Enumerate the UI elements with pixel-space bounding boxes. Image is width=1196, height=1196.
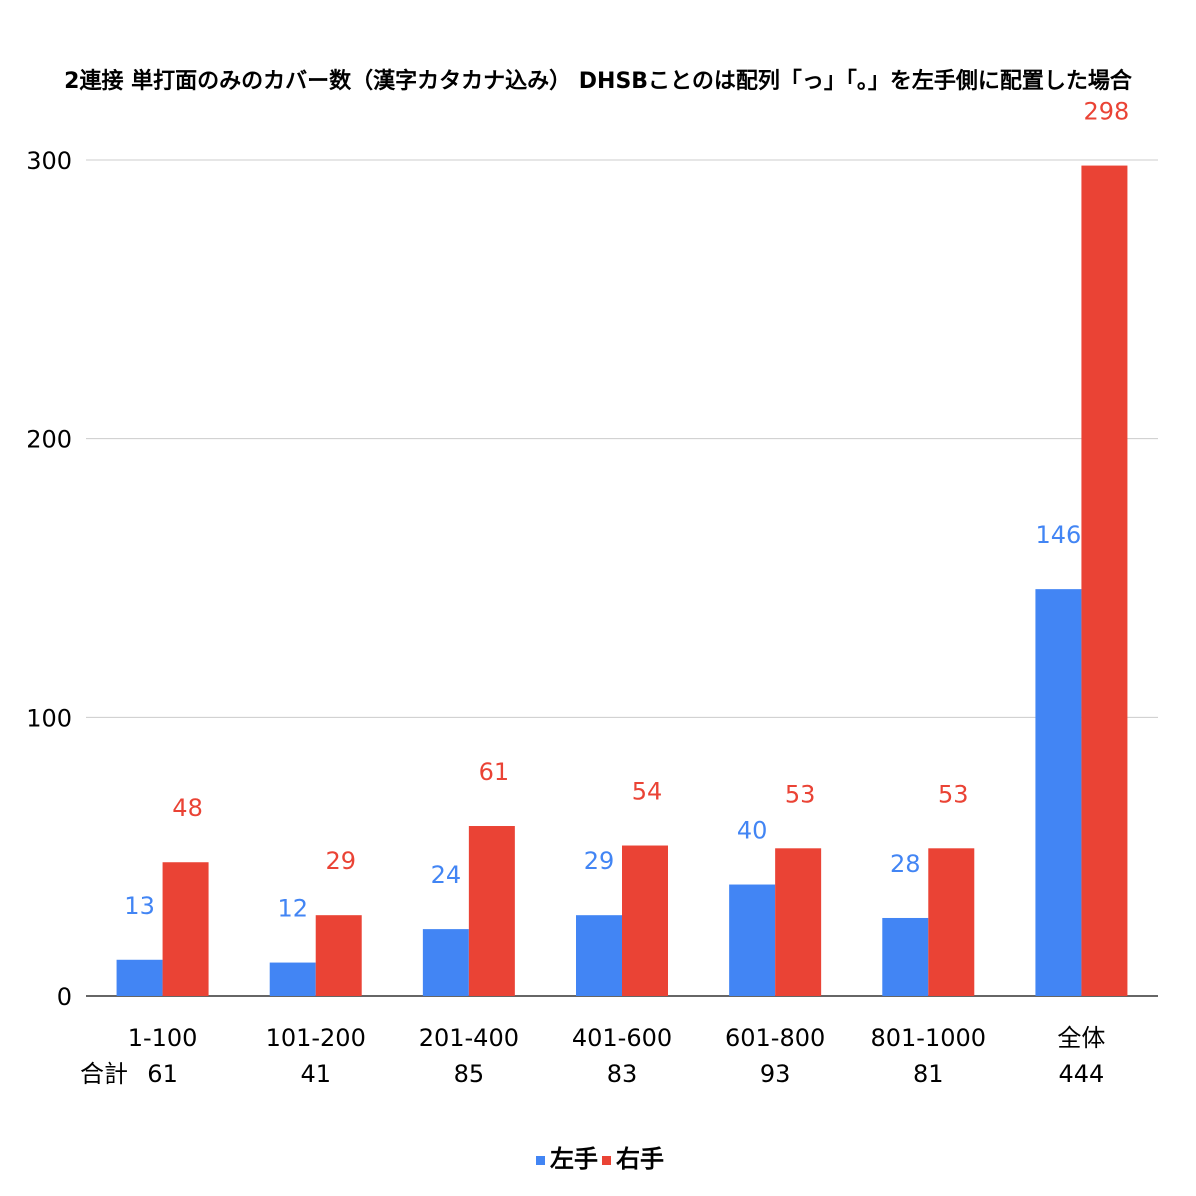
bar-left-hand — [729, 884, 776, 996]
bar-left-hand — [576, 915, 622, 996]
legend-label: 左手 — [550, 1145, 598, 1173]
bar-right-hand — [622, 845, 668, 996]
total-value: 93 — [760, 1060, 791, 1088]
data-label: 48 — [172, 794, 203, 822]
data-label: 53 — [785, 780, 816, 808]
bar-left-hand — [422, 929, 469, 996]
totals-row-label: 合計 — [80, 1060, 128, 1088]
category-label: 601-800 — [725, 1024, 825, 1052]
y-tick-label: 100 — [26, 704, 72, 732]
bar-right-hand — [468, 826, 515, 996]
data-label: 12 — [277, 895, 308, 923]
bar-right-hand — [775, 848, 822, 996]
bar-right-hand — [315, 915, 362, 996]
bar-left-hand — [882, 917, 929, 996]
data-label: 298 — [1084, 98, 1130, 126]
bar-right-hand — [162, 862, 209, 996]
x-axis-categories: 1-100 101-200 201-400 401-600 601-800 801-100… — [128, 1024, 1106, 1052]
y-axis-ticks: 0 100 200 300 — [26, 147, 72, 1011]
data-label: 29 — [325, 847, 356, 875]
category-label: 401-600 — [572, 1024, 672, 1052]
y-tick-label: 300 — [26, 147, 72, 175]
bar-right-hand — [1081, 165, 1128, 996]
data-label: 53 — [938, 780, 969, 808]
category-label: 801-1000 — [871, 1024, 987, 1052]
data-label: 28 — [890, 850, 921, 878]
total-value: 85 — [454, 1060, 485, 1088]
data-label: 54 — [632, 778, 663, 806]
legend: 左手 右手 — [536, 1145, 664, 1173]
legend-label: 右手 — [616, 1145, 664, 1173]
total-value: 41 — [300, 1060, 331, 1088]
total-value: 83 — [607, 1060, 638, 1088]
bars — [116, 165, 1128, 996]
data-labels: 13 48 12 29 24 61 29 54 40 53 28 53 146 298 — [124, 98, 1129, 923]
data-label: 40 — [737, 817, 768, 845]
bar-left-hand — [116, 959, 163, 996]
data-label: 61 — [479, 758, 510, 786]
data-label: 24 — [431, 861, 462, 889]
category-label: 101-200 — [266, 1024, 366, 1052]
data-label: 146 — [1036, 521, 1082, 549]
data-label: 13 — [124, 892, 155, 920]
total-value: 444 — [1059, 1060, 1105, 1088]
legend-swatch — [536, 1156, 545, 1165]
bar-right-hand — [928, 848, 975, 996]
total-value: 61 — [147, 1060, 178, 1088]
legend-swatch — [602, 1156, 611, 1165]
bar-left-hand — [1035, 589, 1082, 996]
category-label: 全体 — [1057, 1024, 1105, 1052]
bar-left-hand — [269, 962, 316, 996]
totals-row: 61 41 85 83 93 81 444 合計 — [80, 1060, 1104, 1088]
category-label: 201-400 — [419, 1024, 519, 1052]
category-label: 1-100 — [128, 1024, 198, 1052]
data-label: 29 — [584, 847, 615, 875]
total-value: 81 — [913, 1060, 944, 1088]
chart-title: 2連接 単打面のみのカバー数（漢字カタカナ込み） DHSBことのは配列「っ」「。… — [64, 68, 1133, 94]
y-tick-label: 0 — [57, 983, 72, 1011]
y-tick-label: 200 — [26, 426, 72, 454]
